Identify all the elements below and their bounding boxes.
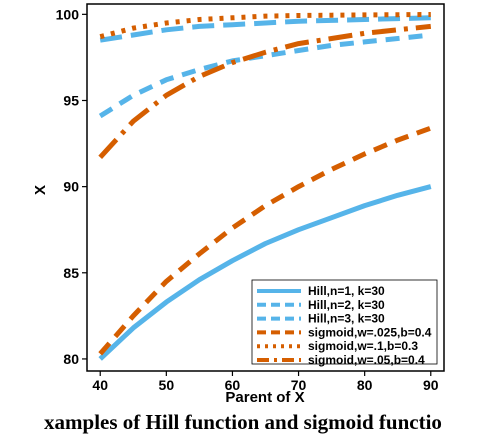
legend-label-6: sigmoid,w=.05,b=0.4 [308, 353, 425, 367]
x-tick-label: 50 [159, 377, 175, 393]
series-line-4 [98, 125, 432, 356]
plot-frame [86, 3, 445, 372]
plot-lines [98, 12, 432, 361]
series-line-6 [98, 23, 432, 159]
series-line-5 [99, 12, 431, 40]
y-axis-title: X [32, 185, 49, 195]
legend-label-5: sigmoid,w=.1,b=0.3 [308, 339, 418, 353]
y-tick-label: 100 [56, 6, 80, 22]
series-line-1 [98, 184, 432, 361]
y-tick-label: 90 [63, 179, 79, 195]
series-line-3 [99, 15, 431, 43]
legend-label-1: Hill,n=1, k=30 [308, 284, 385, 298]
x-tick-label: 80 [357, 377, 373, 393]
legend-box [251, 279, 438, 365]
y-tick-label: 85 [63, 265, 79, 281]
x-axis-title: Parent of X [225, 389, 304, 406]
figure-caption: xamples of Hill function and sigmoid fun… [44, 410, 442, 434]
x-tick-label: 60 [225, 377, 241, 393]
chart: 40 50 60 70 80 90 80 85 90 95 100 Parent of X X H… [32, 3, 445, 406]
y-tick-label: 95 [63, 92, 79, 108]
legend-label-3: Hill,n=3, k=30 [308, 312, 385, 326]
x-tick-label: 70 [291, 377, 307, 393]
legend-label-4: sigmoid,w=.025,b=0.4 [308, 325, 432, 339]
x-axis: 40 50 60 70 80 90 [92, 371, 439, 393]
y-axis: 80 85 90 95 100 [56, 6, 87, 367]
x-tick-label: 40 [92, 377, 108, 393]
series-line-2 [98, 32, 432, 119]
y-tick-label: 80 [63, 351, 79, 367]
legend-label-2: Hill,n=2, k=30 [308, 298, 385, 312]
x-tick-label: 90 [423, 377, 439, 393]
